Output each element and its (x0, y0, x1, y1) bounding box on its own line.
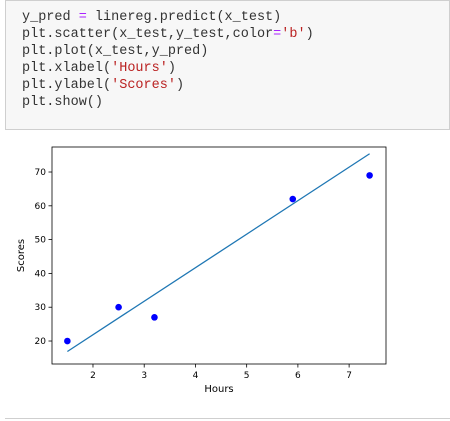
code-token: 'Scores' (111, 78, 176, 93)
y-tick-label: 40 (35, 269, 47, 279)
code-line: y_pred = linereg.predict(x_test) (22, 10, 281, 25)
code-block: y_pred = linereg.predict(x_test) plt.scat… (22, 10, 314, 110)
x-tick-label: 7 (346, 371, 352, 381)
code-line: plt.plot(x_test,y_pred) (22, 44, 208, 59)
code-token: linereg.predict(x_test) (87, 10, 281, 25)
scatter-point (64, 337, 71, 345)
x-tick-label: 6 (295, 371, 301, 381)
code-line: plt.ylabel('Scores') (22, 78, 184, 93)
y-tick-label: 20 (35, 337, 47, 347)
code-token: 'Hours' (111, 61, 168, 76)
x-axis-label: Hours (204, 384, 233, 395)
scatter-point (115, 303, 122, 311)
y-tick-label: 60 (35, 202, 47, 212)
code-token: y_pred (22, 10, 79, 25)
code-token: = (273, 27, 281, 42)
x-tick-label: 4 (193, 371, 199, 381)
x-tick-label: 5 (244, 371, 250, 381)
y-tick-label: 30 (35, 303, 47, 313)
code-line: plt.show() (22, 95, 103, 110)
code-cell[interactable] (5, 0, 450, 130)
scatter-point (289, 195, 297, 203)
code-token: ) (306, 27, 314, 42)
scatter-point (366, 172, 373, 179)
y-axis-label: Scores (16, 239, 27, 272)
code-token: 'b' (281, 27, 305, 42)
x-tick-label: 2 (90, 371, 96, 381)
scatter-point (151, 314, 158, 321)
code-token: ) (176, 78, 184, 93)
code-line: plt.xlabel('Hours') (22, 61, 176, 76)
code-token: plt.ylabel( (22, 78, 111, 93)
code-token: plt.xlabel( (22, 61, 111, 76)
code-token: = (79, 10, 87, 25)
code-line: plt.scatter(x_test,y_test,color='b') (22, 27, 314, 42)
y-tick-label: 70 (35, 168, 47, 178)
code-token: plt.scatter(x_test,y_test,color (22, 27, 273, 42)
regression-line (67, 153, 370, 353)
y-tick-label: 50 (35, 236, 47, 246)
code-token: plt.show() (22, 95, 103, 110)
chart: 2 3 4 5 6 7 20 30 40 50 60 70 Hours Scores (16, 146, 387, 395)
code-token: ) (168, 61, 176, 76)
x-tick-label: 3 (141, 371, 147, 381)
code-token: plt.plot(x_test,y_pred) (22, 44, 208, 59)
plot-area (51, 146, 387, 365)
